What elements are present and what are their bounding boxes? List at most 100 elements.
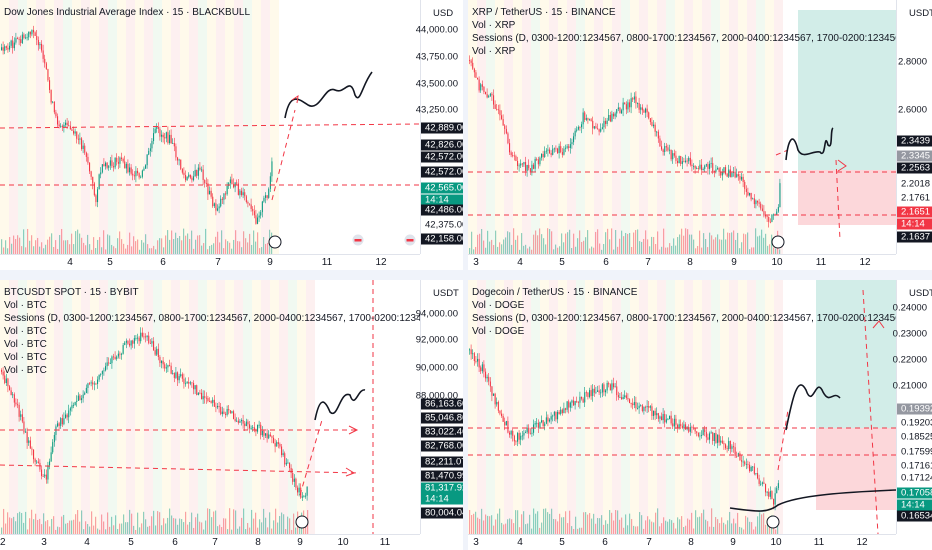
volume-bar [223, 518, 225, 534]
volume-bar [199, 235, 201, 254]
lightning-icon[interactable] [766, 515, 780, 529]
projection-dashed-line[interactable] [271, 109, 296, 201]
hand-drawn-path[interactable] [785, 127, 834, 161]
long-position-stop-zone[interactable] [798, 170, 896, 225]
horizontal-level-line[interactable] [0, 464, 361, 474]
indicator-label[interactable]: Vol · DOGE [472, 300, 525, 311]
indicator-label[interactable]: Vol · DOGE [472, 326, 525, 337]
volume-bar [123, 243, 125, 254]
lightning-icon[interactable] [268, 235, 282, 249]
volume-bar [779, 249, 781, 254]
volume-bar [137, 512, 139, 534]
candle-body [229, 410, 231, 414]
candle-body [181, 374, 183, 379]
indicator-label[interactable]: Vol · BTC [4, 352, 47, 363]
time-axis-dji[interactable]: 4 5 6 7 9 11 12 [0, 254, 420, 270]
price-axis-dji[interactable]: USD 44,000.00 43,750.00 43,500.00 43,250.00… [416, 0, 463, 254]
volume-bar [687, 229, 689, 254]
plot-doge[interactable] [468, 280, 896, 534]
indicator-label[interactable]: Vol · XRP [472, 20, 516, 31]
indicator-label[interactable]: Sessions (D, 0300-1200:1234567, 0800-170… [472, 313, 910, 324]
hand-drawn-path[interactable] [785, 384, 841, 431]
symbol-title[interactable]: BTCUSDT SPOT · 15 · BYBIT [4, 287, 139, 298]
volume-bar [269, 512, 271, 534]
hand-drawn-path[interactable] [314, 389, 366, 421]
volume-bar [673, 238, 675, 254]
symbol-title[interactable]: Dow Jones Industrial Average Index · 15 … [4, 7, 251, 18]
projection-dashed-line[interactable] [299, 419, 323, 496]
symbol-title[interactable]: Dogecoin / TetherUS · 15 · BINANCE [472, 287, 638, 298]
candle-body [507, 421, 509, 433]
chart-pane-xrp[interactable]: XRP / TetherUS · 15 · BINANCE Vol · XRP Se… [468, 0, 932, 270]
candle-body [292, 472, 294, 482]
plot-dji[interactable] [0, 0, 420, 254]
projection-dashed-line[interactable] [775, 149, 789, 156]
time-axis-xrp[interactable]: 3 4 5 6 7 8 9 10 11 12 [468, 254, 896, 270]
price-axis-btc[interactable]: USDT 94,000.00 92,000.00 90,000.00 88,000.0… [416, 280, 463, 534]
candle-body [669, 415, 671, 420]
long-position-target-zone[interactable] [798, 10, 896, 170]
candle-body [204, 179, 206, 184]
candle-body [12, 394, 14, 396]
candle-body [763, 211, 765, 216]
candle-body [744, 181, 746, 189]
price-axis-xrp[interactable]: USDT 2.8000 2.6000 2.3439 2.3345 2.2563 2.201… [896, 0, 932, 254]
session-band [558, 280, 567, 534]
volume-bar [591, 246, 593, 254]
pane-divider-horizontal[interactable] [0, 270, 932, 280]
price-axis-doge[interactable]: USDT 0.24000 0.23000 0.22000 0.21000 0.19392… [893, 280, 932, 534]
candle-body [223, 193, 225, 200]
candle-body [560, 146, 562, 153]
volume-bar [485, 247, 487, 254]
indicator-label[interactable]: Sessions (D, 0300-1200:1234567, 0800-170… [4, 313, 442, 324]
hand-drawn-path[interactable] [284, 71, 373, 119]
candle-body [66, 122, 68, 125]
candle-body [215, 406, 217, 408]
candle-body [641, 107, 643, 111]
lightning-icon[interactable] [295, 515, 309, 529]
lightning-icon[interactable] [771, 235, 785, 249]
candle-body [241, 190, 243, 196]
candle-body [694, 427, 696, 432]
indicator-label[interactable]: Sessions (D, 0300-1200:1234567, 0800-170… [472, 33, 910, 44]
vertical-dashed-line[interactable] [835, 159, 841, 241]
indicator-label[interactable]: Vol · BTC [4, 339, 47, 350]
candle-body [481, 84, 483, 87]
candle-body [108, 165, 110, 168]
volume-bar [125, 522, 127, 534]
trend-curve-line[interactable] [729, 489, 896, 512]
volume-bar [267, 527, 269, 534]
volume-bar [167, 517, 169, 534]
vertical-dashed-line[interactable] [862, 289, 879, 534]
volume-bar [501, 244, 503, 254]
volume-bar [95, 516, 97, 534]
volume-bar [187, 524, 189, 534]
volume-bar [611, 228, 613, 254]
plot-btc[interactable] [0, 280, 420, 534]
chart-pane-doge[interactable]: Dogecoin / TetherUS · 15 · BINANCE Vol · … [468, 280, 932, 550]
time-tick-label: 7 [215, 257, 221, 268]
volume-bar [55, 240, 57, 254]
volume-bar [515, 239, 517, 254]
chart-pane-btc[interactable]: BTCUSDT SPOT · 15 · BYBIT Vol · BTC Sessio… [0, 280, 463, 550]
candle-body [100, 373, 102, 375]
candle-body [675, 418, 677, 425]
long-position-target-zone[interactable] [816, 280, 896, 428]
volume-bar [701, 247, 703, 254]
horizontal-level-line[interactable] [0, 123, 420, 129]
time-axis-doge[interactable]: 3 4 5 6 7 8 9 10 11 12 [468, 534, 896, 550]
candle-body [694, 165, 696, 169]
chart-pane-dji[interactable]: Dow Jones Industrial Average Index · 15 … [0, 0, 463, 270]
symbol-title[interactable]: XRP / TetherUS · 15 · BINANCE [472, 7, 616, 18]
candle-body [536, 422, 538, 424]
long-position-stop-zone[interactable] [816, 428, 896, 510]
volume-bar [95, 248, 97, 254]
projection-dashed-line[interactable] [777, 409, 789, 471]
indicator-label[interactable]: Vol · BTC [4, 365, 47, 376]
plot-xrp[interactable] [468, 0, 896, 254]
candle-body [241, 420, 243, 422]
indicator-label[interactable]: Vol · BTC [4, 300, 47, 311]
indicator-label[interactable]: Vol · BTC [4, 326, 47, 337]
indicator-label[interactable]: Vol · XRP [472, 46, 516, 57]
